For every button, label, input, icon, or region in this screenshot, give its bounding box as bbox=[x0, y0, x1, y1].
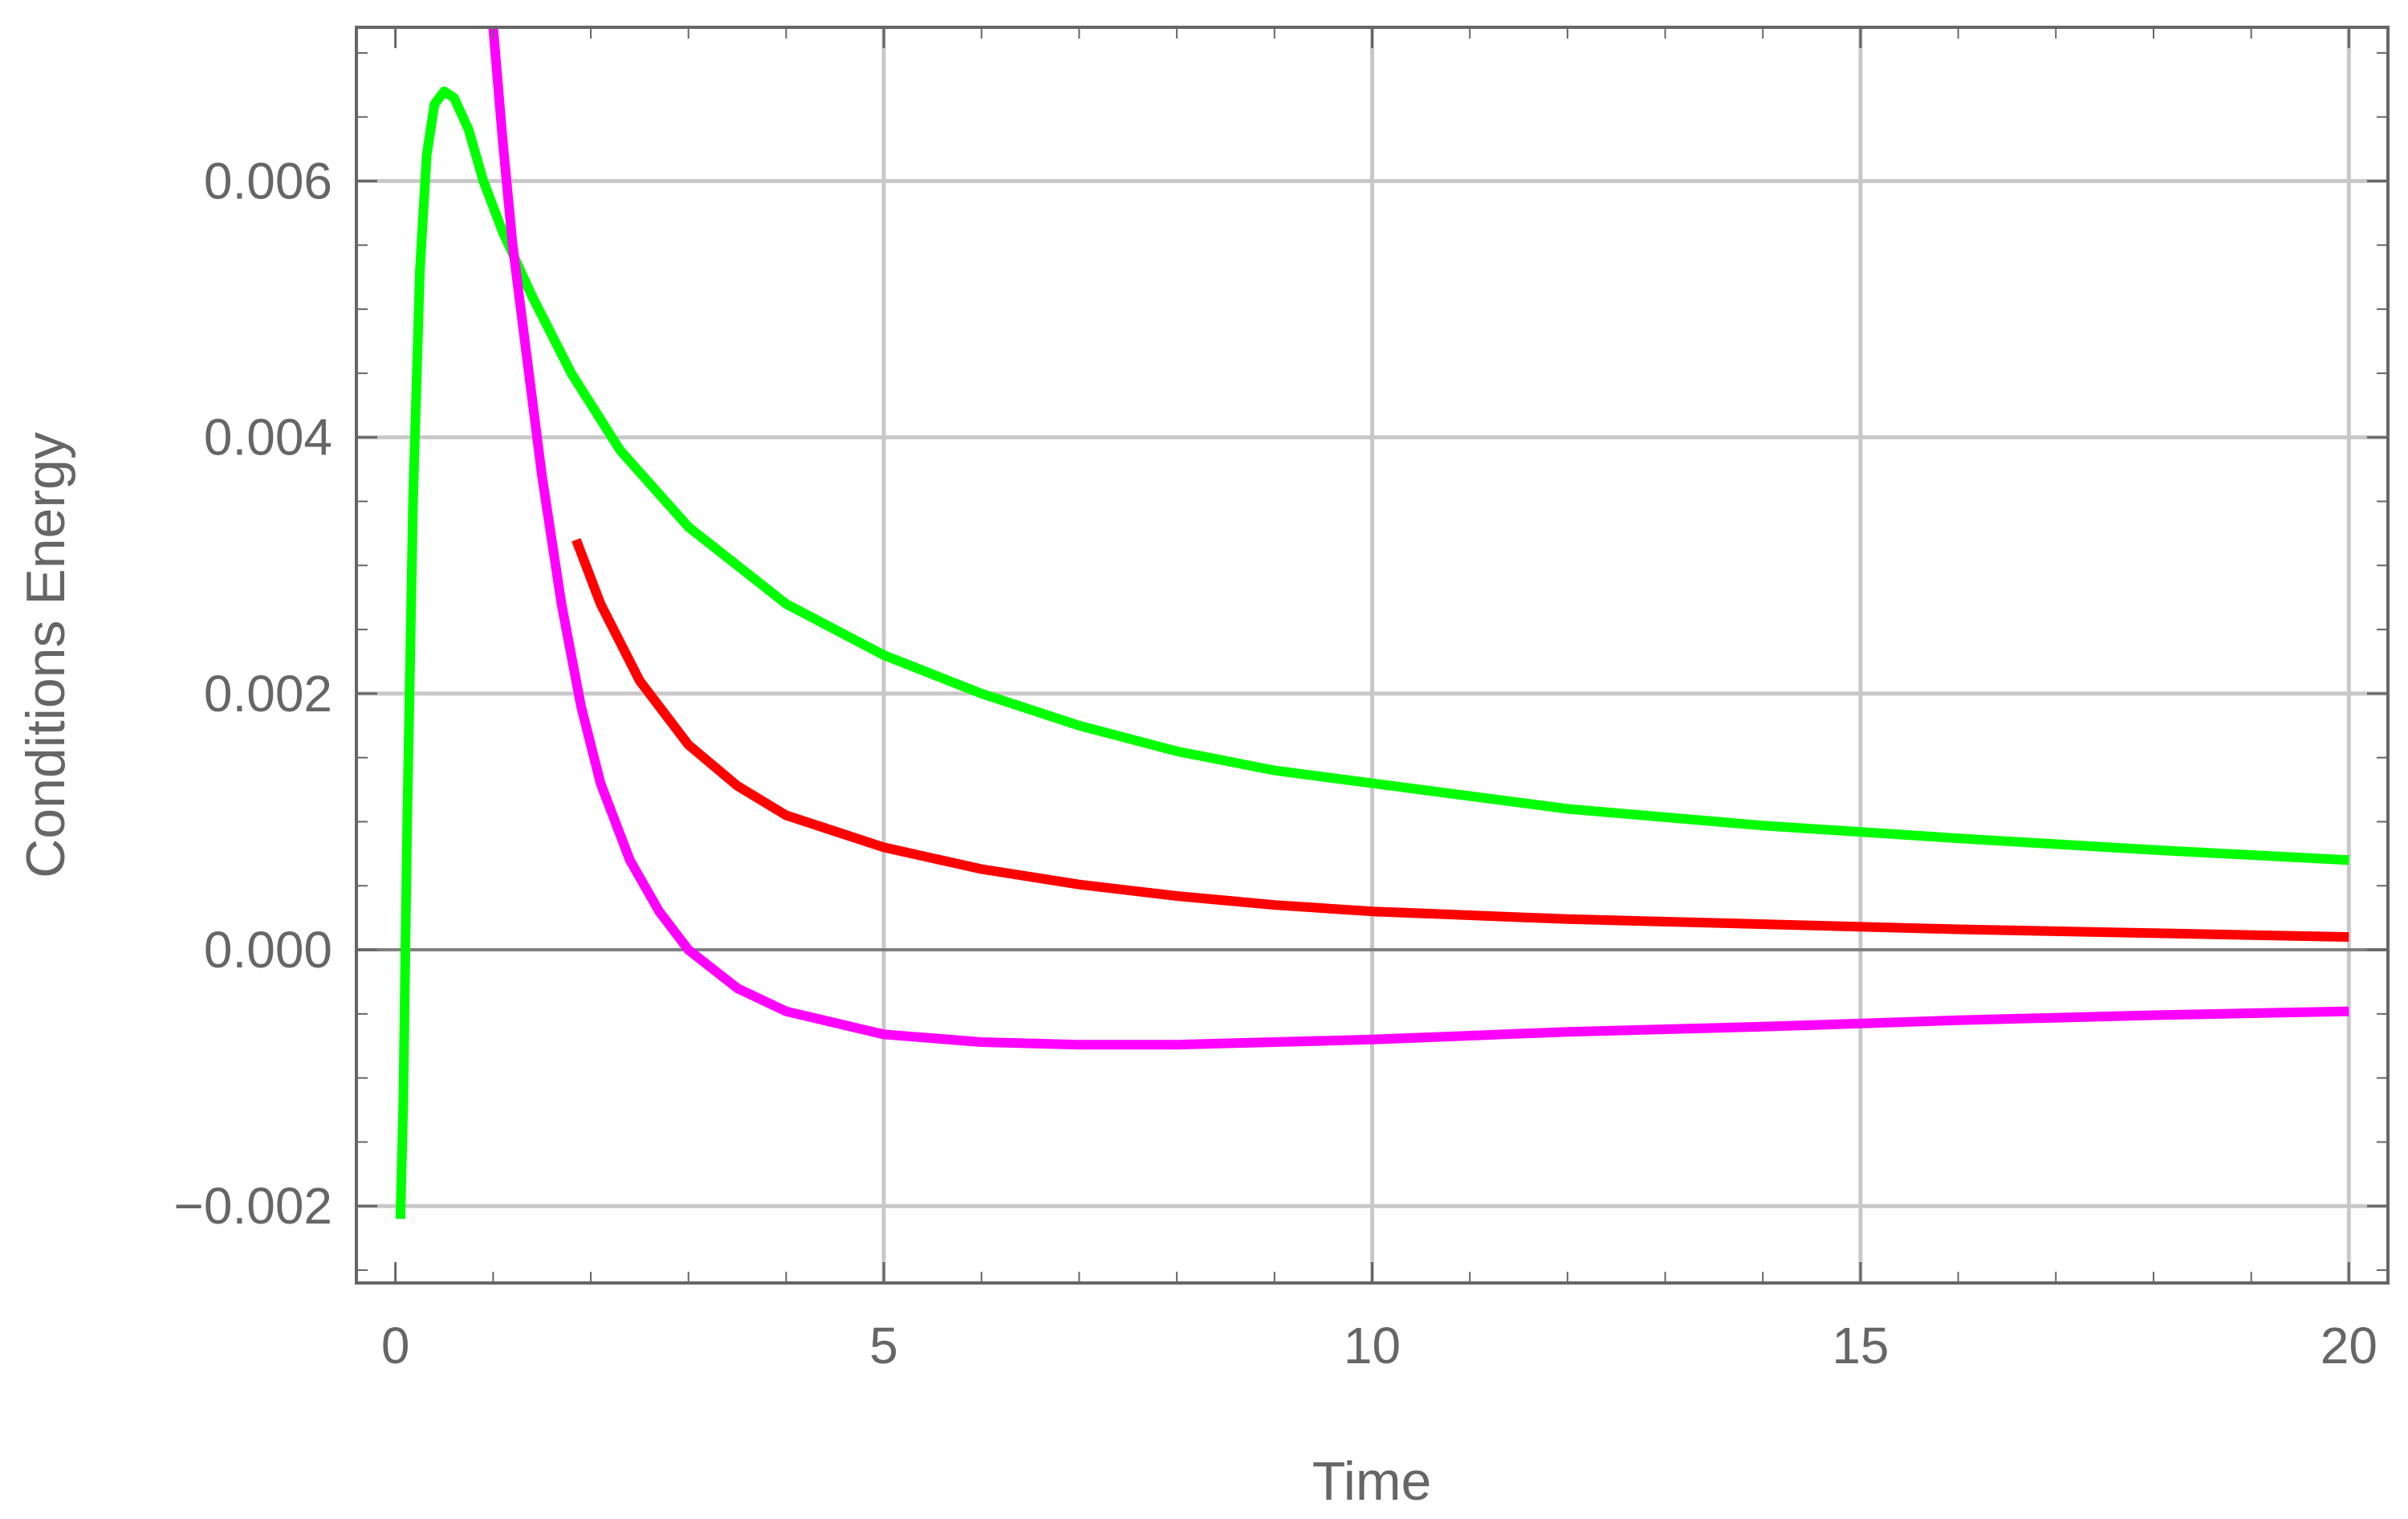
y-tick-label: 0.004 bbox=[204, 409, 332, 466]
axis-ticks bbox=[356, 27, 2388, 1283]
grid bbox=[356, 27, 2388, 1283]
x-tick-label: 15 bbox=[1832, 1317, 1889, 1374]
x-tick-label: 10 bbox=[1344, 1317, 1401, 1374]
x-tick-label: 0 bbox=[381, 1317, 410, 1374]
series-line bbox=[395, 86, 2349, 1220]
y-tick-label: 0.006 bbox=[204, 153, 332, 210]
x-tick-label: 5 bbox=[869, 1317, 898, 1374]
y-tick-label: −0.002 bbox=[173, 1177, 332, 1235]
y-tick-label: 0.000 bbox=[204, 921, 332, 979]
y-axis-label: Conditions Energy bbox=[15, 432, 76, 878]
series-line bbox=[488, 27, 2349, 1050]
tick-labels: 0 5 10 15 20 −0.002 0.000 0.002 0.004 0.006 bbox=[173, 153, 2377, 1374]
series-group bbox=[395, 27, 2349, 1220]
x-tick-label: 20 bbox=[2321, 1317, 2377, 1374]
y-tick-label: 0.002 bbox=[204, 665, 332, 723]
series-line bbox=[571, 538, 2349, 943]
x-axis-label: Time bbox=[1312, 1451, 1432, 1512]
